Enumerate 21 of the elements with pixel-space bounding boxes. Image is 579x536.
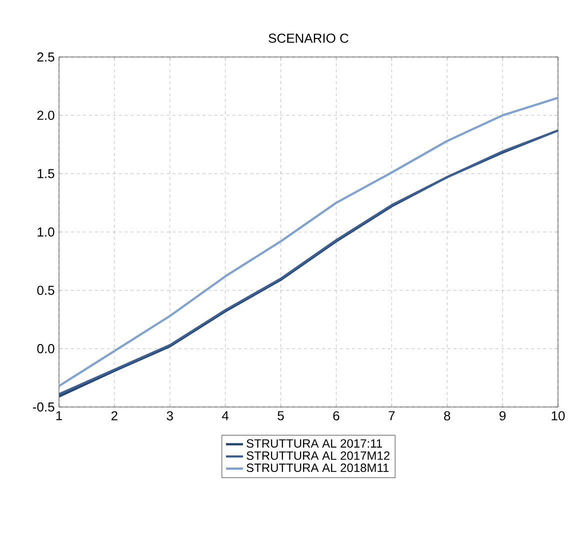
x-tick-label: 1 (56, 411, 62, 420)
y-tick-label: 2.0 (37, 110, 54, 120)
x-tick-label: 3 (166, 411, 173, 420)
x-tick-label: 10 (552, 411, 565, 420)
legend-label: STRUTTURA AL 2017:11 (246, 439, 382, 448)
x-tick-label: 5 (278, 411, 284, 420)
y-tick-label: 2.5 (37, 52, 54, 62)
y-tick-label: 0.5 (37, 286, 54, 295)
y-tick-label: -0.5 (32, 402, 54, 412)
x-tick-label: 4 (222, 411, 229, 420)
y-tick-label: 1.0 (38, 227, 54, 237)
x-tick-label: 9 (500, 411, 506, 420)
x-tick-label: 7 (388, 411, 395, 420)
x-tick-label: 8 (444, 411, 450, 420)
legend-label: STRUTTURA AL 2018M11 (246, 464, 389, 472)
x-tick-label: 6 (333, 411, 340, 420)
legend-label: STRUTTURA AL 2017M12 (246, 451, 390, 460)
x-tick-label: 2 (111, 411, 118, 420)
chart-title: SCENARIO C (268, 34, 348, 43)
y-tick-label: 1.5 (38, 169, 54, 178)
y-tick-label: 0.0 (37, 344, 54, 354)
